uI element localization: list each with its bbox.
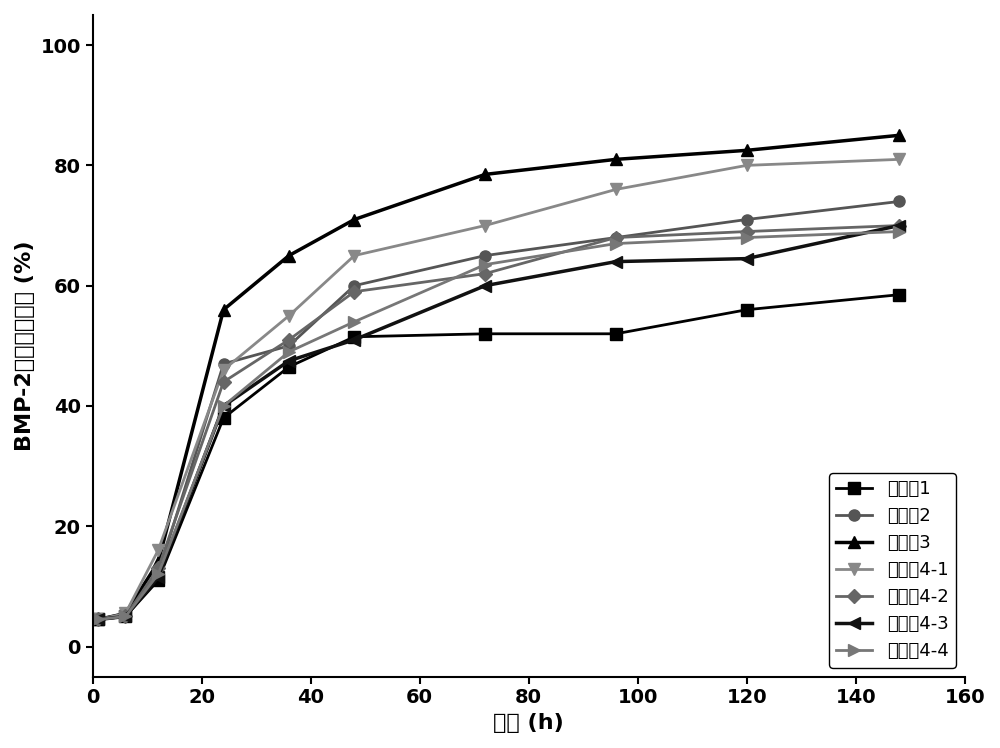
实施例2 [218,359,230,368]
实施例4-1 [610,185,622,194]
实施例3 [610,155,622,164]
实施例4-1 [348,251,360,260]
实施例4-1 [152,546,164,555]
Line: 实施例1: 实施例1 [93,289,905,625]
X-axis label: 时间 (h): 时间 (h) [493,713,564,733]
实施例2 [283,341,295,350]
实施例2 [92,615,104,624]
实施例1 [283,362,295,371]
实施例4-3 [152,573,164,582]
Line: 实施例4-4: 实施例4-4 [93,226,905,625]
实施例1 [119,612,131,621]
实施例3 [152,558,164,567]
实施例4-2 [610,233,622,242]
实施例4-1 [218,365,230,374]
实施例4-1 [893,155,905,164]
实施例3 [893,131,905,140]
实施例4-3 [218,402,230,411]
实施例4-2 [218,378,230,387]
实施例2 [893,197,905,206]
实施例4-3 [92,615,104,624]
实施例3 [218,305,230,314]
实施例4-4 [893,227,905,236]
实施例4-2 [283,335,295,344]
实施例3 [348,215,360,224]
实施例3 [283,251,295,260]
实施例4-4 [92,615,104,624]
实施例4-2 [893,221,905,230]
实施例2 [152,570,164,579]
实施例4-3 [283,356,295,365]
实施例1 [218,414,230,423]
实施例4-3 [610,257,622,266]
实施例4-3 [893,221,905,230]
实施例4-4 [152,570,164,579]
实施例4-1 [479,221,491,230]
实施例4-3 [741,254,753,263]
实施例1 [92,615,104,624]
实施例4-1 [119,609,131,618]
实施例1 [348,332,360,341]
实施例4-2 [348,287,360,296]
实施例4-2 [92,615,104,624]
实施例4-2 [741,227,753,236]
实施例4-3 [119,612,131,621]
实施例4-4 [283,347,295,356]
实施例4-4 [348,317,360,326]
实施例3 [119,609,131,618]
实施例4-1 [741,161,753,170]
实施例4-2 [119,612,131,621]
实施例4-1 [283,311,295,320]
实施例4-4 [741,233,753,242]
实施例2 [348,281,360,290]
实施例2 [741,215,753,224]
Line: 实施例2: 实施例2 [93,196,905,625]
Line: 实施例4-3: 实施例4-3 [92,219,906,626]
实施例2 [479,251,491,260]
实施例2 [610,233,622,242]
实施例4-1 [92,615,104,624]
实施例4-2 [479,269,491,278]
实施例3 [479,170,491,179]
实施例3 [92,615,104,624]
Line: 实施例4-2: 实施例4-2 [93,221,904,625]
实施例4-4 [610,239,622,248]
实施例1 [893,290,905,299]
实施例4-4 [119,612,131,621]
实施例1 [152,576,164,585]
实施例1 [741,305,753,314]
实施例3 [741,146,753,155]
实施例4-3 [348,335,360,344]
实施例4-3 [479,281,491,290]
Legend: 实施例1, 实施例2, 实施例3, 实施例4-1, 实施例4-2, 实施例4-3, 实施例4-4: 实施例1, 实施例2, 实施例3, 实施例4-1, 实施例4-2, 实施例4-3… [829,473,956,668]
实施例4-4 [218,402,230,411]
实施例4-2 [152,564,164,573]
Y-axis label: BMP-2累积释放曲线 (%): BMP-2累积释放曲线 (%) [15,241,35,451]
Line: 实施例3: 实施例3 [92,129,906,626]
实施例1 [479,329,491,338]
实施例4-4 [479,260,491,269]
Line: 实施例4-1: 实施例4-1 [93,154,905,625]
实施例1 [610,329,622,338]
实施例2 [119,609,131,618]
